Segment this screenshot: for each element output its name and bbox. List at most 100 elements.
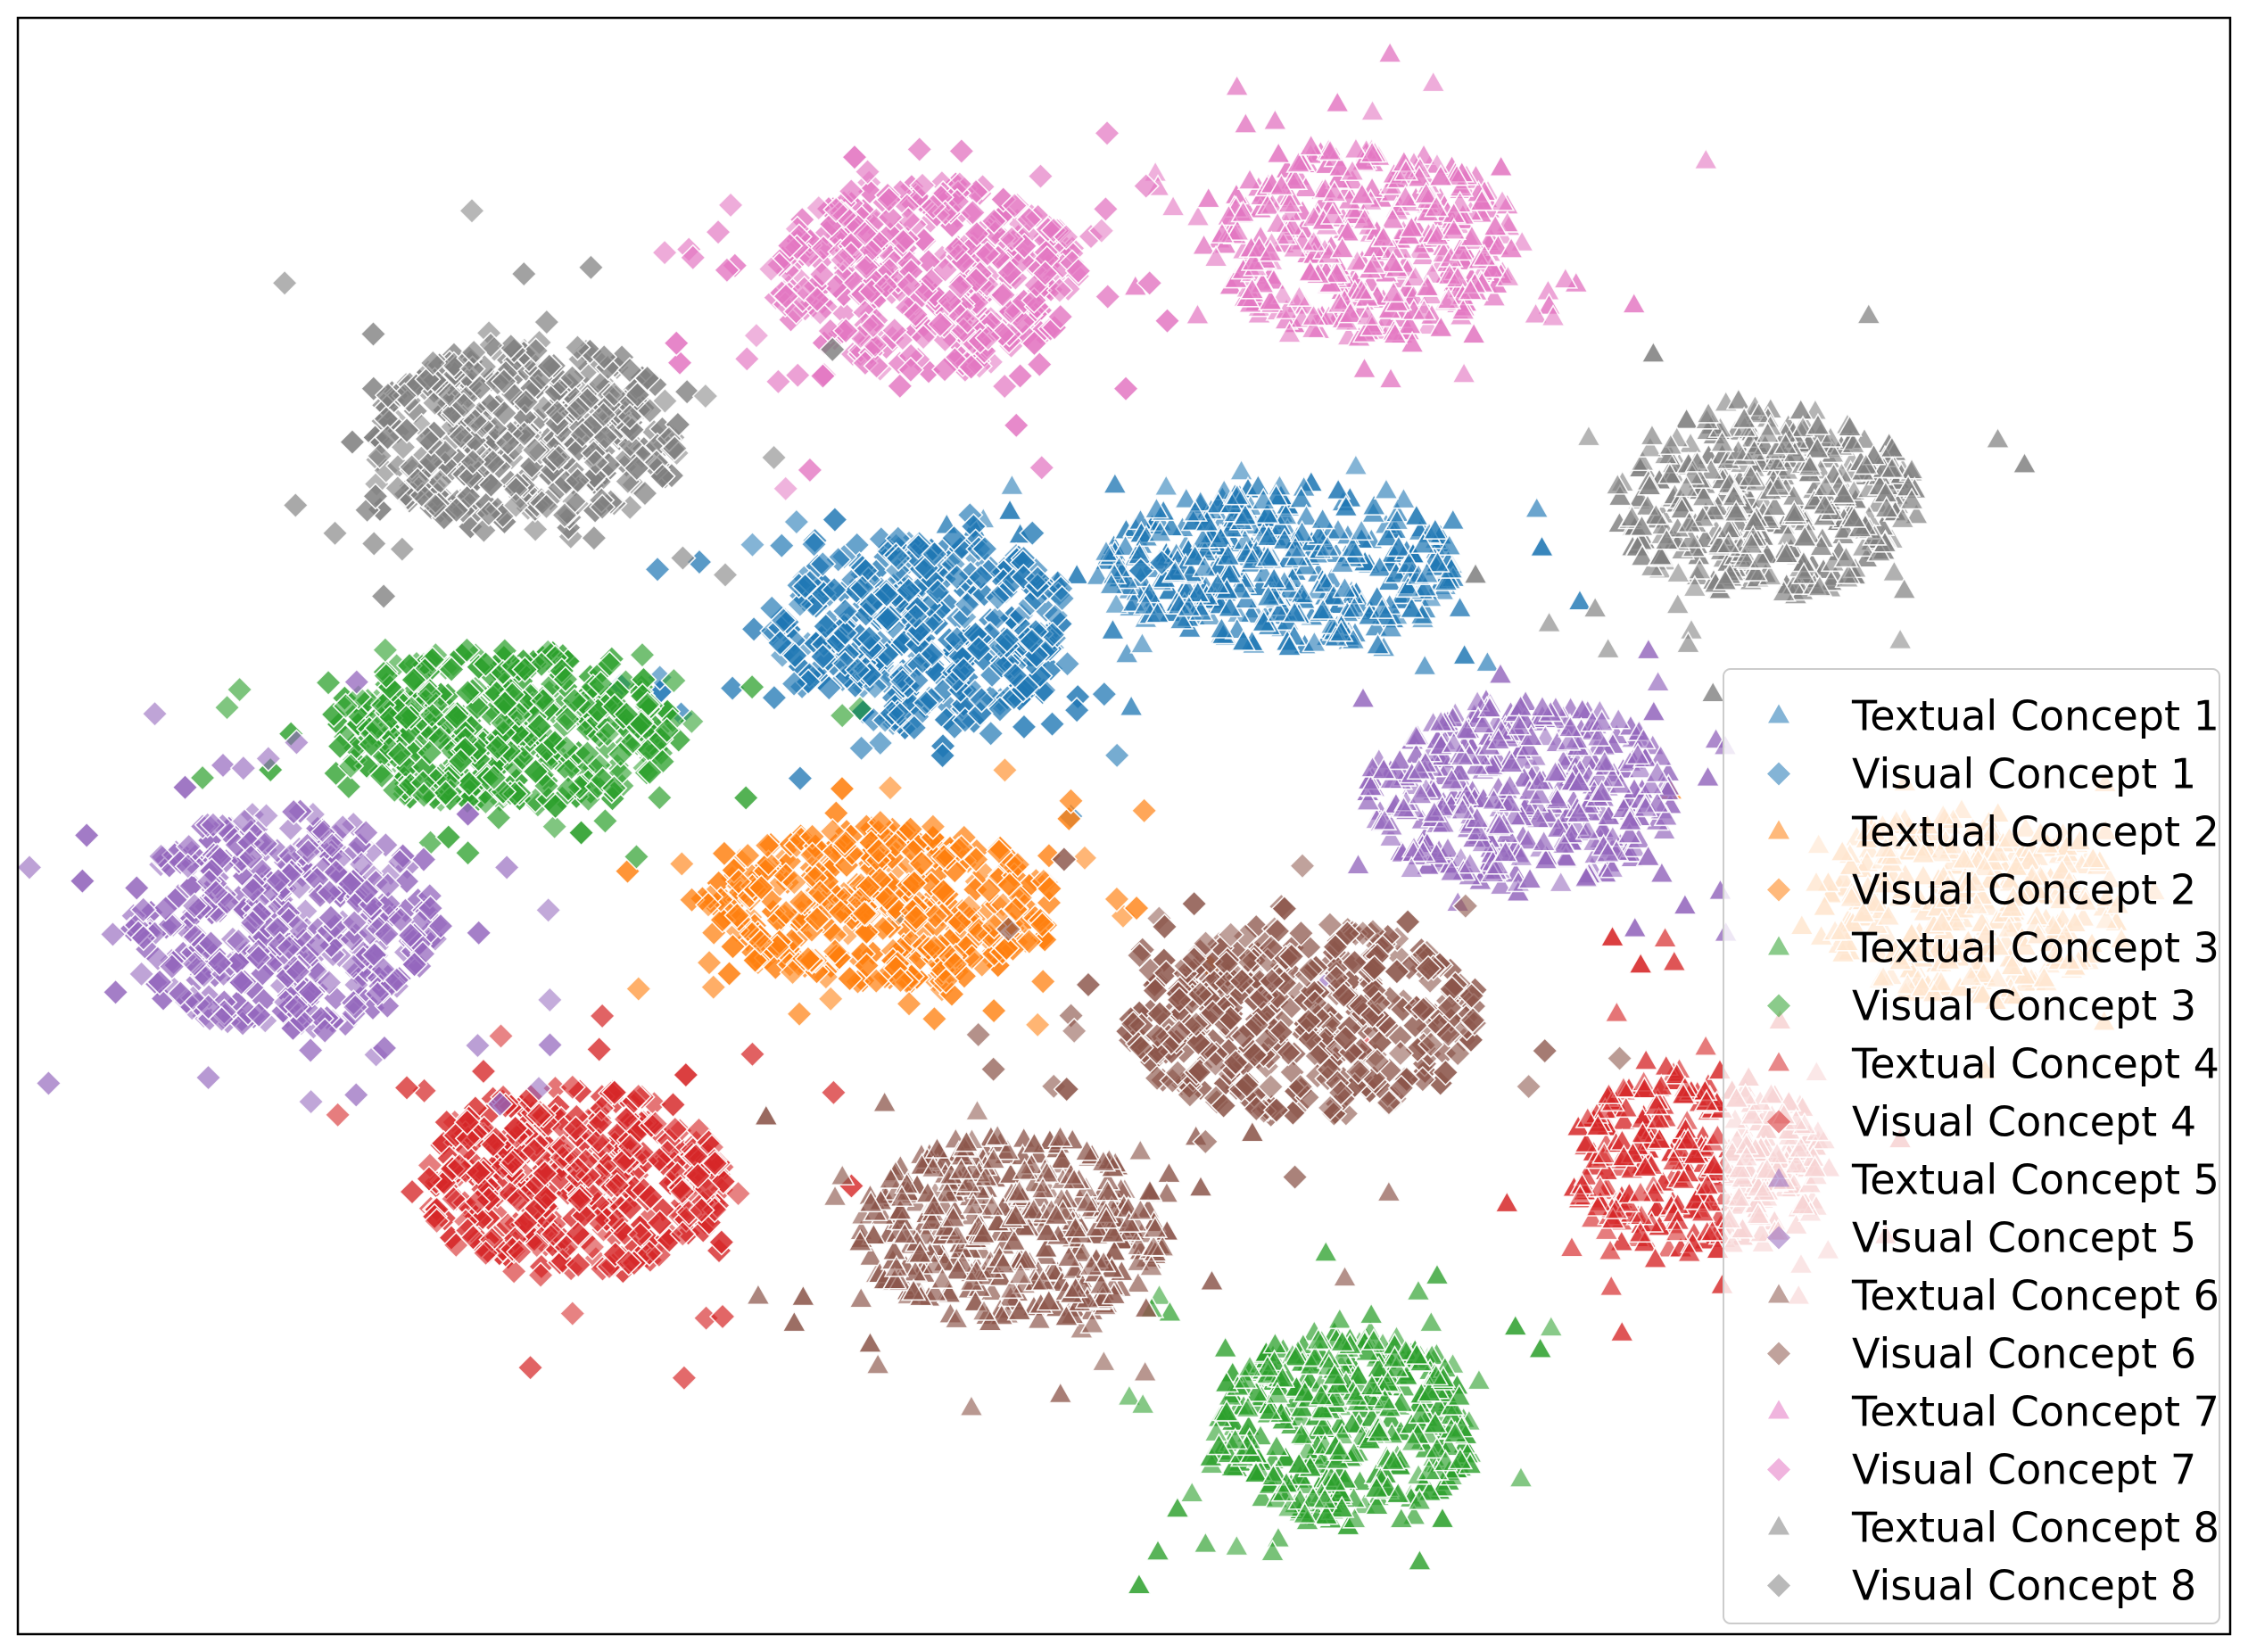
triangle-point [1425,549,1450,573]
diamond-point [954,591,981,618]
diamond-point [895,576,922,605]
diamond-point [780,670,808,698]
diamond-point [1090,681,1118,708]
triangle-point [1348,518,1375,541]
diamond-point [831,598,859,625]
triangle-point [1369,596,1395,619]
triangle-point [1093,539,1120,562]
diamond-point [809,550,837,578]
triangle-point [1310,597,1336,620]
diamond-point [967,564,995,591]
triangle-point [1182,543,1208,566]
triangle-point [1208,525,1234,549]
triangle-point [1266,599,1292,623]
triangle-point [1103,591,1129,615]
triangle-point [1410,531,1436,554]
triangle-point [1333,494,1360,517]
diamond-point [940,525,968,552]
triangle-point [1411,653,1438,676]
triangle-point [1373,476,1400,500]
triangle-point [1217,594,1243,617]
triangle-point [999,473,1025,496]
triangle-point [1377,615,1404,638]
triangle-point [1085,563,1111,586]
series-textual-concept-1 [934,452,1593,717]
triangle-point [1132,592,1159,615]
diamond-point [831,619,859,647]
triangle-point [1118,694,1145,717]
series-visual-concept-1 [607,501,1176,929]
triangle-point [1230,628,1257,651]
triangle-point [1144,496,1169,519]
triangle-point [1343,452,1369,476]
diamond-point [855,624,883,652]
triangle-point [1341,595,1368,618]
triangle-point [1271,527,1298,550]
diamond-point [984,583,1012,612]
triangle-point [1396,550,1422,574]
triangle-point [1102,471,1128,494]
triangle-point [1422,516,1449,540]
triangle-point [1329,550,1356,574]
triangle-point [1168,607,1194,630]
triangle-point [1161,558,1188,582]
triangle-point [1288,485,1314,508]
triangle-point [1433,568,1459,591]
triangle-point [1255,583,1282,607]
triangle-point [1250,487,1277,510]
triangle-point [1260,566,1287,589]
diamond-point [968,686,996,714]
triangle-point [1289,581,1316,604]
diamond-point [760,684,789,712]
diamond-point [643,556,672,583]
diamond-point [971,535,999,563]
diamond-point [1010,713,1038,741]
diamond-point [782,508,810,536]
diamond-point [1048,584,1076,613]
triangle-point [1254,544,1281,567]
series-visual-concept-2 [614,756,1224,1039]
triangle-point [1314,534,1341,558]
triangle-point [1384,508,1410,531]
triangle-point [1176,594,1202,617]
diamond-point [886,700,914,729]
triangle-point [1145,600,1170,624]
diamond-point [876,774,905,802]
diamond-point [921,541,948,568]
diamond-point [821,506,849,533]
triangle-point [1524,495,1550,518]
diamond-point [1001,662,1029,690]
diamond-point [1054,649,1081,678]
triangle-point [1153,474,1179,497]
diamond-point [1103,741,1131,769]
triangle-point [1204,571,1231,594]
diamond-point [888,667,916,696]
diamond-point [739,531,766,558]
triangle-point [1254,501,1280,525]
triangle-point [1375,524,1401,547]
diamond-point [1148,549,1176,576]
triangle-point [1399,596,1425,619]
triangle-point [1302,630,1327,653]
diamond-point [902,602,930,631]
triangle-point [1440,508,1467,531]
triangle-point [1395,575,1421,599]
triangle-point [1281,600,1308,624]
diamond-point [800,531,828,558]
triangle-point [1098,572,1124,595]
diamond-point [866,729,894,757]
diamond-point [812,613,839,640]
triangle-point [1063,562,1090,585]
diamond-point [770,607,798,634]
diamond-point [847,734,875,762]
diamond-point [766,629,794,657]
triangle-point [1182,499,1209,522]
triangle-point [1367,554,1393,578]
diamond-point [1018,627,1045,655]
diamond-point [1019,519,1046,547]
scatter-points [18,40,2168,1595]
triangle-point [1224,483,1251,506]
diamond-point [815,674,843,702]
diamond-point [929,741,956,770]
